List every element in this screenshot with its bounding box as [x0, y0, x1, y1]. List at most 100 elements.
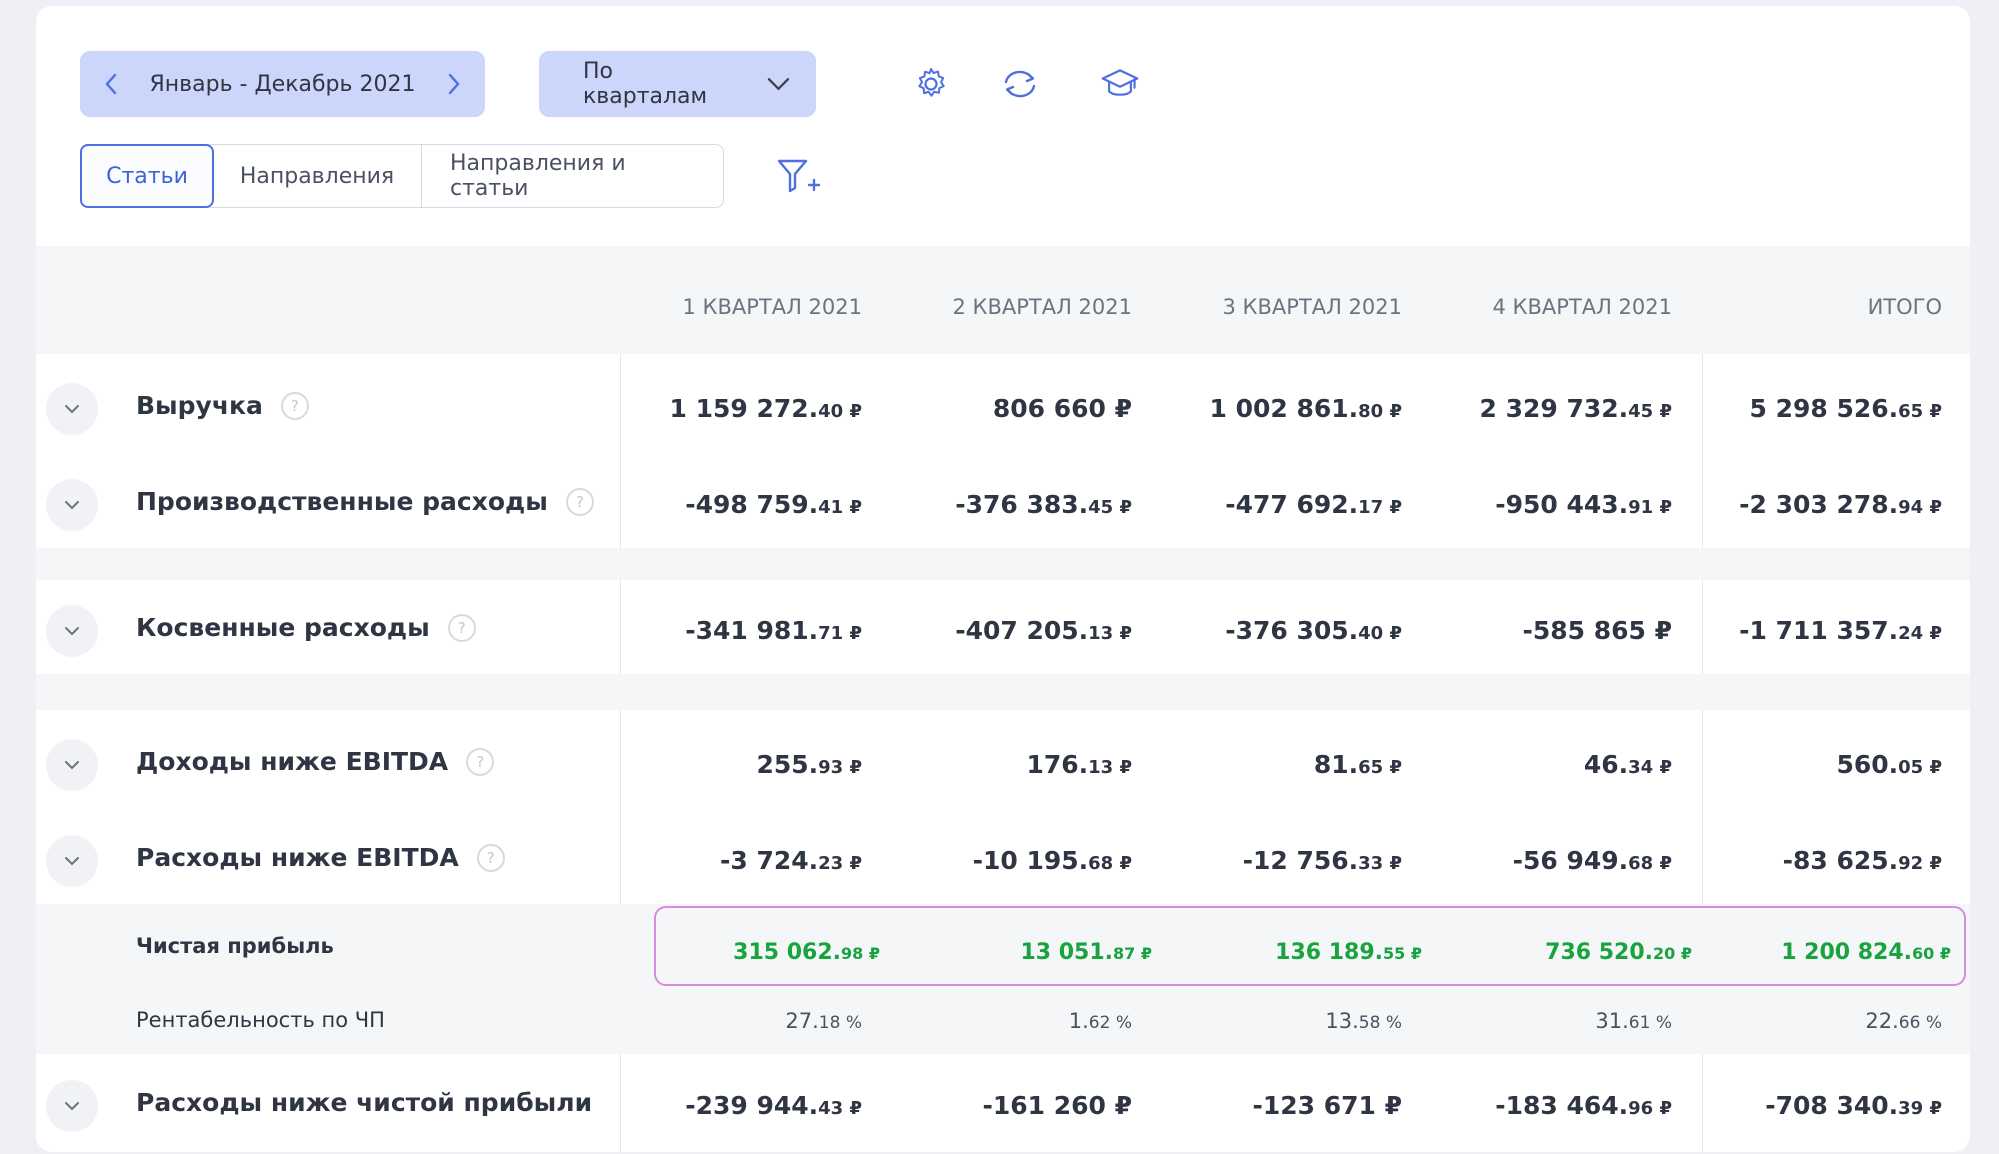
table-header: 1 КВАРТАЛ 2021 2 КВАРТАЛ 2021 3 КВАРТАЛ … [36, 246, 1970, 354]
row-label: Косвенные расходы ? [136, 613, 476, 642]
row-label: Расходы ниже EBITDA ? [136, 843, 505, 872]
value-cell: 1 159 272.40 ₽ [669, 394, 862, 423]
value-cell: -10 195.68 ₽ [972, 846, 1132, 875]
row-label: Чистая прибыль [136, 934, 334, 958]
net-profit-section: Чистая прибыль 315 062.98 ₽ 13 051.87 ₽ … [36, 904, 1970, 1054]
grouping-select[interactable]: По кварталам [539, 51, 816, 117]
tab-directions[interactable]: Направления [213, 145, 422, 207]
row-label: Расходы ниже чистой прибыли [136, 1088, 593, 1117]
value-cell: -12 756.33 ₽ [1242, 846, 1402, 875]
value-cell: -239 944.43 ₽ [685, 1091, 862, 1120]
prev-period-button[interactable] [98, 71, 124, 97]
table-row-expenses-below-net-profit: Расходы ниже чистой прибыли -239 944.43 … [36, 1071, 1970, 1141]
tab-articles[interactable]: Статьи [80, 144, 214, 208]
value-cell: 1 002 861.80 ₽ [1209, 394, 1402, 423]
value-cell: 176.13 ₽ [1026, 750, 1132, 779]
report-card: Январь - Декабрь 2021 По кварталам [36, 6, 1970, 1152]
column-header-q2: 2 КВАРТАЛ 2021 [952, 295, 1132, 319]
refresh-icon[interactable] [1000, 64, 1040, 104]
expand-button[interactable] [46, 605, 98, 657]
value-cell: -183 464.96 ₽ [1495, 1091, 1672, 1120]
chevron-down-icon [767, 78, 790, 91]
grouping-label: По кварталам [583, 59, 708, 109]
value-cell: 81.65 ₽ [1313, 750, 1402, 779]
value-cell: -477 692.17 ₽ [1225, 490, 1402, 519]
section-spacer [36, 674, 1970, 710]
chevron-down-icon [65, 627, 79, 636]
section-spacer [36, 548, 1970, 580]
view-tabs: Статьи Направления Направления и статьи [80, 144, 724, 208]
help-icon[interactable]: ? [466, 747, 495, 776]
value-cell: -498 759.41 ₽ [685, 490, 862, 519]
value-cell: -585 865 ₽ [1522, 616, 1672, 645]
row-label: Производственные расходы ? [136, 487, 594, 516]
chevron-left-icon [105, 73, 117, 95]
row-label: Выручка ? [136, 391, 309, 420]
help-icon[interactable]: ? [447, 613, 476, 642]
value-cell: -2 303 278.94 ₽ [1739, 490, 1942, 519]
column-header-q1: 1 КВАРТАЛ 2021 [682, 295, 862, 319]
value-cell: 27.18 % [785, 1009, 862, 1033]
column-divider [620, 354, 621, 1152]
next-period-button[interactable] [441, 71, 467, 97]
chevron-down-icon [65, 761, 79, 770]
value-cell: -1 711 357.24 ₽ [1739, 616, 1942, 645]
value-cell: -407 205.13 ₽ [955, 616, 1132, 645]
row-label: Рентабельность по ЧП [136, 1008, 385, 1032]
help-icon[interactable]: ? [280, 391, 309, 420]
value-cell: -161 260 ₽ [982, 1091, 1132, 1120]
value-cell: 736 520.20 ₽ [1545, 940, 1692, 965]
value-cell: 806 660 ₽ [992, 394, 1132, 423]
expand-button[interactable] [46, 1080, 98, 1132]
value-cell: -950 443.91 ₽ [1495, 490, 1672, 519]
value-cell: 255.93 ₽ [756, 750, 862, 779]
table-row-production-costs: Производственные расходы ? -498 759.41 ₽… [36, 470, 1970, 540]
value-cell: 5 298 526.65 ₽ [1749, 394, 1942, 423]
value-cell: 136 189.55 ₽ [1275, 940, 1422, 965]
chevron-down-icon [65, 857, 79, 866]
chevron-down-icon [65, 501, 79, 510]
expand-button[interactable] [46, 739, 98, 791]
value-cell: 1.62 % [1068, 1009, 1132, 1033]
tab-directions-and-articles[interactable]: Направления и статьи [450, 151, 626, 201]
chevron-right-icon [448, 73, 460, 95]
table-row-expenses-below-ebitda: Расходы ниже EBITDA ? -3 724.23 ₽ -10 19… [36, 826, 1970, 896]
value-cell: 1 200 824.60 ₽ [1781, 940, 1951, 965]
value-cell: -56 949.68 ₽ [1512, 846, 1672, 875]
chevron-down-icon [65, 1102, 79, 1111]
expand-button[interactable] [46, 479, 98, 531]
column-divider [1702, 354, 1703, 1152]
value-cell: 560.05 ₽ [1836, 750, 1942, 779]
value-cell: -376 305.40 ₽ [1225, 616, 1402, 645]
gear-icon[interactable] [911, 64, 951, 104]
value-cell: -708 340.39 ₽ [1765, 1091, 1942, 1120]
add-filter-icon[interactable] [776, 158, 821, 198]
period-selector: Январь - Декабрь 2021 [80, 51, 485, 117]
table-row-income-below-ebitda: Доходы ниже EBITDA ? 255.93 ₽ 176.13 ₽ 8… [36, 730, 1970, 800]
chevron-down-icon [65, 405, 79, 414]
table-row-revenue: Выручка ? 1 159 272.40 ₽ 806 660 ₽ 1 002… [36, 374, 1970, 444]
value-cell: 13.58 % [1325, 1009, 1402, 1033]
period-label[interactable]: Январь - Декабрь 2021 [149, 71, 416, 97]
value-cell: 31.61 % [1595, 1009, 1672, 1033]
help-icon[interactable]: ? [476, 843, 505, 872]
value-cell: 46.34 ₽ [1583, 750, 1672, 779]
graduation-cap-icon[interactable] [1100, 64, 1140, 104]
help-icon[interactable]: ? [565, 487, 594, 516]
column-header-q3: 3 КВАРТАЛ 2021 [1222, 295, 1402, 319]
value-cell: -3 724.23 ₽ [719, 846, 862, 875]
column-header-q4: 4 КВАРТАЛ 2021 [1492, 295, 1672, 319]
row-label: Доходы ниже EBITDA ? [136, 747, 495, 776]
expand-button[interactable] [46, 835, 98, 887]
value-cell: -123 671 ₽ [1252, 1091, 1402, 1120]
table-row-indirect-costs: Косвенные расходы ? -341 981.71 ₽ -407 2… [36, 596, 1970, 666]
value-cell: -376 383.45 ₽ [955, 490, 1132, 519]
value-cell: 13 051.87 ₽ [1020, 940, 1152, 965]
value-cell: 2 329 732.45 ₽ [1479, 394, 1672, 423]
column-header-total: ИТОГО [1867, 295, 1942, 319]
value-cell: -83 625.92 ₽ [1782, 846, 1942, 875]
value-cell: 315 062.98 ₽ [733, 940, 880, 965]
value-cell: 22.66 % [1865, 1009, 1942, 1033]
value-cell: -341 981.71 ₽ [685, 616, 862, 645]
expand-button[interactable] [46, 383, 98, 435]
